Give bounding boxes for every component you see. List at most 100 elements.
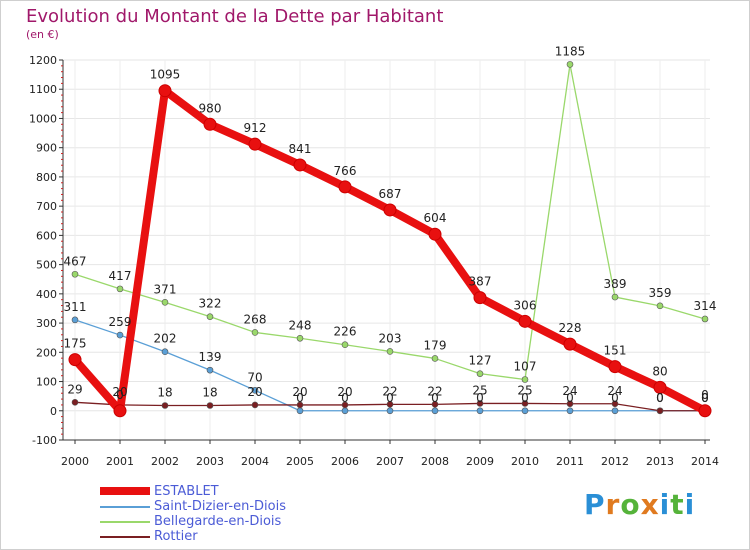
data-point — [206, 366, 214, 374]
logo-letter: i — [659, 488, 671, 521]
x-tick-label: 2008 — [421, 455, 449, 468]
logo-letter: x — [640, 488, 660, 521]
data-point — [566, 400, 574, 408]
data-point — [296, 407, 304, 415]
data-label: 311 — [64, 300, 87, 314]
data-label: 0 — [521, 391, 529, 405]
data-point — [476, 370, 484, 377]
data-point — [563, 337, 577, 351]
data-point — [158, 84, 172, 98]
data-label: 20 — [292, 385, 307, 399]
data-label: 18 — [202, 386, 217, 400]
data-label: 24 — [607, 384, 622, 398]
logo-letter: t — [670, 488, 685, 521]
y-tick-label: 600 — [36, 229, 57, 242]
data-label: 179 — [424, 338, 447, 352]
x-tick-label: 2007 — [376, 455, 404, 468]
data-point — [476, 407, 484, 415]
data-label: 0 — [116, 388, 124, 402]
x-tick-label: 2006 — [331, 455, 359, 468]
data-label: 20 — [112, 385, 127, 399]
data-point — [68, 353, 82, 367]
data-label: 25 — [472, 383, 487, 397]
logo-letter: P — [584, 488, 606, 521]
data-label: 0 — [566, 391, 574, 405]
y-tick-label: 1100 — [29, 83, 57, 96]
data-label: 1095 — [150, 68, 181, 82]
y-tick-label: 1000 — [29, 112, 57, 125]
data-point — [296, 401, 304, 409]
data-label: 228 — [559, 321, 582, 335]
data-point — [611, 293, 619, 301]
data-point — [431, 407, 439, 415]
proxiti-logo: Proxiti — [584, 488, 695, 521]
data-label: 20 — [247, 385, 262, 399]
data-label: 766 — [334, 164, 357, 178]
data-point — [116, 285, 124, 293]
data-label: 0 — [656, 391, 664, 405]
data-point — [656, 302, 664, 310]
y-tick-label: 100 — [36, 376, 57, 389]
data-point — [161, 348, 169, 356]
data-label: 980 — [199, 101, 222, 115]
data-point — [611, 400, 619, 408]
data-label: 604 — [424, 211, 447, 225]
data-point — [521, 407, 529, 415]
data-label: 70 — [247, 370, 262, 384]
data-label: 226 — [334, 325, 357, 339]
data-label: 22 — [382, 384, 397, 398]
data-label: 139 — [199, 350, 222, 364]
data-label: 22 — [427, 384, 442, 398]
chart-title: Evolution du Montant de la Dette par Hab… — [26, 6, 444, 27]
data-label: 359 — [649, 286, 672, 300]
data-label: 1185 — [555, 44, 586, 58]
data-point — [386, 348, 394, 355]
x-tick-label: 2013 — [646, 455, 674, 468]
data-label: 24 — [562, 384, 577, 398]
x-tick-label: 2003 — [196, 455, 224, 468]
data-point — [566, 61, 574, 68]
legend-label-establet: ESTABLET — [154, 484, 219, 499]
y-tick-label: 500 — [36, 259, 57, 272]
data-point — [341, 401, 349, 409]
legend-swatch-bellegarde — [100, 521, 150, 523]
data-point — [608, 360, 622, 374]
data-point — [341, 407, 349, 415]
data-label: 417 — [109, 269, 132, 283]
logo-letter: i — [684, 488, 696, 521]
data-label: 127 — [469, 354, 492, 368]
x-tick-label: 2014 — [691, 455, 719, 468]
data-label: 202 — [154, 332, 177, 346]
data-point — [518, 314, 532, 328]
data-point — [653, 380, 667, 394]
data-point — [248, 137, 262, 151]
data-label: 259 — [109, 315, 132, 329]
data-label: 0 — [701, 391, 709, 405]
y-tick-label: 1200 — [29, 54, 57, 67]
data-point — [383, 203, 397, 217]
data-point — [251, 401, 259, 409]
data-label: 80 — [652, 364, 667, 378]
legend-swatch-saint-dizier — [100, 506, 150, 508]
y-tick-label: 300 — [36, 317, 57, 330]
data-point — [338, 180, 352, 194]
x-tick-label: 2004 — [241, 455, 269, 468]
x-tick-label: 2000 — [61, 455, 89, 468]
y-tick-label: 200 — [36, 346, 57, 359]
data-point — [71, 270, 79, 278]
data-label: 25 — [517, 383, 532, 397]
chart-unit-label: (en €) — [26, 28, 59, 41]
y-tick-label: -100 — [32, 434, 57, 447]
data-label: 0 — [701, 391, 709, 405]
x-tick-label: 2009 — [466, 455, 494, 468]
legend-swatch-rottier — [100, 536, 150, 538]
data-label: 0 — [656, 391, 664, 405]
x-tick-label: 2011 — [556, 455, 584, 468]
data-point — [161, 402, 169, 409]
legend-label-saint-dizier: Saint-Dizier-en-Diois — [154, 499, 287, 514]
data-label: 389 — [604, 277, 627, 291]
data-point — [656, 407, 664, 415]
data-label: 0 — [431, 391, 439, 405]
data-point — [71, 316, 79, 324]
